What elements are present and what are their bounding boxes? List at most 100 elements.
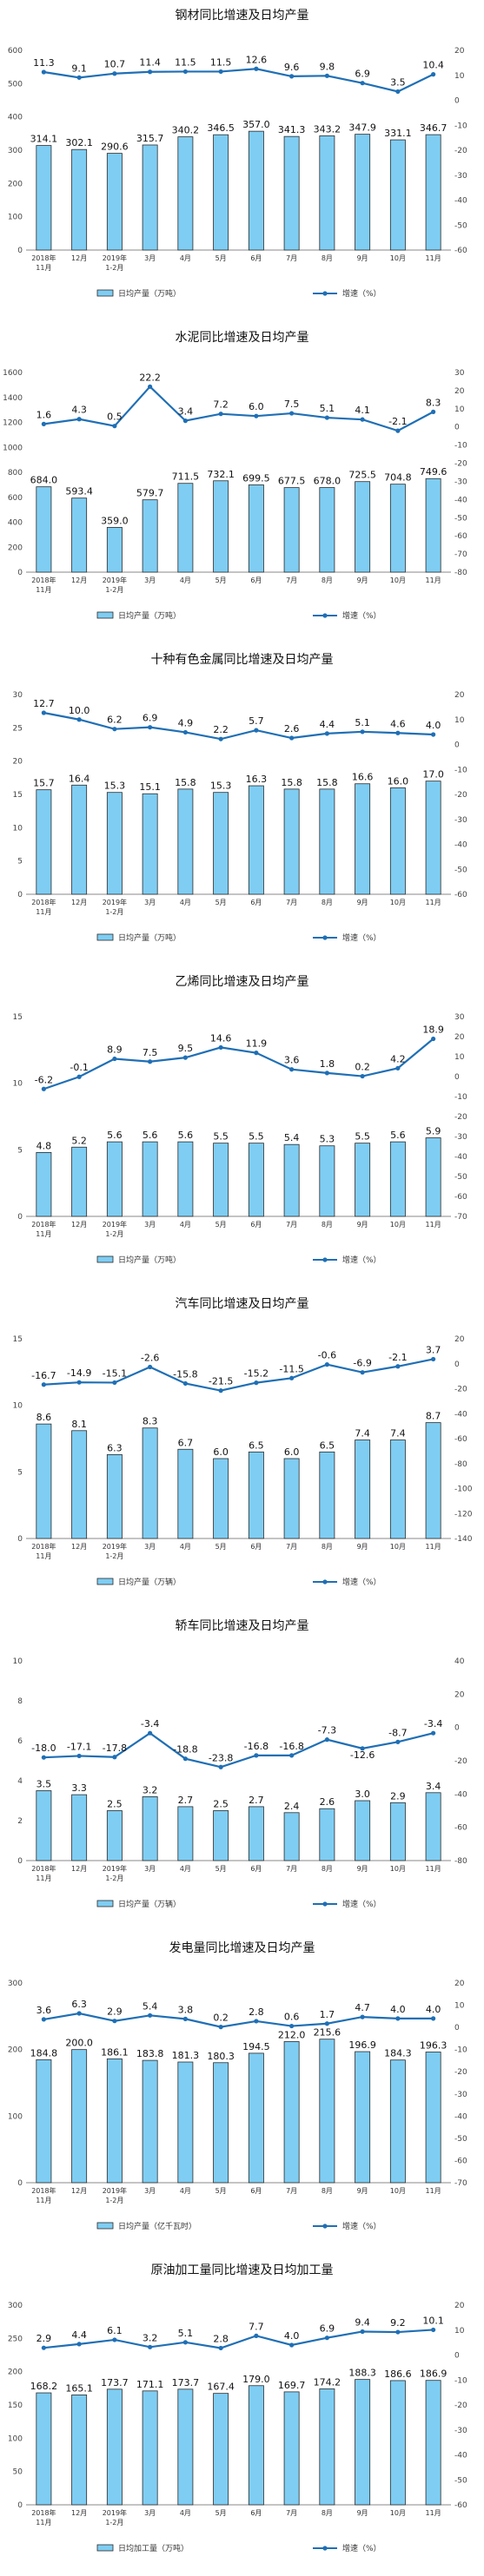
growth-value-label: 7.5	[143, 1047, 158, 1058]
y-left-tick-label: 5	[17, 858, 23, 866]
bar-value-label: 6.0	[284, 1446, 300, 1458]
growth-point	[431, 409, 436, 414]
growth-point	[431, 1356, 436, 1362]
growth-point	[41, 2017, 46, 2022]
bar	[355, 1440, 371, 1539]
growth-value-label: 9.6	[284, 62, 300, 73]
bar	[355, 481, 371, 573]
bar	[248, 130, 264, 251]
y-left-tick-label: 0	[17, 1535, 23, 1544]
bar	[355, 134, 371, 251]
x-tick-label: 3月	[144, 1865, 156, 1873]
chart-title: 汽车同比增速及日均产量	[176, 1296, 309, 1311]
bar-value-label: 343.2	[314, 123, 341, 135]
growth-value-label: -15.2	[244, 1368, 269, 1380]
legend-bar-swatch	[96, 1578, 114, 1585]
y-right-tick-label: 0	[454, 741, 460, 750]
x-tick-label: 12月	[71, 1543, 87, 1551]
bar-value-label: 15.8	[175, 777, 196, 788]
bar	[36, 145, 52, 251]
y-right-tick-label: -80	[454, 1460, 467, 1469]
y-right-tick-label: 20	[454, 47, 465, 56]
x-tick-label: 3月	[144, 2509, 156, 2517]
growth-point	[218, 736, 223, 741]
x-tick-label: 7月	[286, 2509, 297, 2517]
y-right-tick-label: -30	[454, 2427, 467, 2435]
bar	[425, 1137, 441, 1217]
growth-value-label: 0.2	[355, 1062, 370, 1073]
chart-svg: 乙烯同比增速及日均产量 0 5 10 15 -70 -60 -50 -40 -30 -20 -10 0 1…	[13, 975, 467, 1265]
bar	[142, 793, 158, 895]
growth-value-label: 8.3	[426, 397, 441, 408]
legend-bar-swatch	[96, 1255, 114, 1263]
x-tick-label: 1-2月	[105, 1552, 123, 1560]
growth-point	[148, 384, 153, 389]
bar-value-label: 2.7	[178, 1795, 194, 1806]
growth-line	[43, 385, 434, 432]
x-tick-label: 9月	[357, 1543, 368, 1551]
y-left-tick-label: 20	[13, 758, 23, 767]
bar-value-label: 732.1	[207, 469, 235, 480]
x-tick-label: 6月	[250, 254, 262, 262]
growth-value-label: -2.1	[388, 1352, 407, 1363]
y-right-tick-label: 40	[454, 1657, 465, 1666]
growth-value-label: 12.7	[33, 698, 55, 709]
y-right-tick-label: 0	[454, 1360, 460, 1369]
bar	[389, 1802, 406, 1861]
x-tick-label: 8月	[322, 1865, 333, 1873]
growth-value-label: 10.1	[422, 2315, 444, 2326]
x-tick-label: 9月	[357, 2187, 368, 2195]
x-tick-label: 2018年	[31, 1542, 56, 1551]
bar-value-label: 3.3	[71, 1782, 87, 1794]
chart-svg: 原油加工量同比增速及日均加工量050100150200250300-60-50-…	[8, 2263, 467, 2553]
x-tick-label: 6月	[250, 2187, 262, 2195]
bar	[248, 1143, 264, 1217]
growth-point	[324, 1071, 329, 1076]
y-right-tick-label: -70	[454, 1213, 467, 1222]
growth-line	[43, 1731, 434, 1769]
bar-value-label: 6.7	[178, 1437, 194, 1448]
legend-line-marker	[322, 935, 328, 940]
growth-value-label: 6.2	[107, 715, 123, 726]
bar	[213, 1810, 229, 1861]
bar-value-label: 184.3	[384, 2048, 412, 2059]
bar	[283, 2391, 300, 2506]
growth-value-label: 11.4	[139, 57, 161, 69]
bar-value-label: 5.3	[320, 1134, 335, 1145]
y-left-tick-label: 0	[17, 1857, 23, 1866]
legend-line-label: 增速（%）	[342, 932, 381, 943]
y-left-tick-label: 300	[8, 1980, 23, 1988]
x-tick-label: 7月	[286, 576, 297, 584]
x-tick-label: 4月	[180, 576, 191, 584]
growth-point	[431, 1036, 436, 1042]
bar-value-label: 15.8	[281, 777, 302, 788]
growth-point	[431, 2016, 436, 2021]
growth-point	[254, 2333, 259, 2338]
bar	[71, 148, 88, 251]
y-right-tick-label: -50	[454, 514, 467, 523]
growth-value-label: 9.2	[390, 2317, 406, 2329]
bar-value-label: 3.2	[143, 1784, 158, 1795]
growth-point	[76, 2342, 82, 2347]
y-left-tick-label: 0	[17, 2179, 23, 2188]
growth-point	[41, 710, 46, 715]
y-left-tick-label: 200	[8, 180, 23, 188]
x-tick-label: 2019年	[103, 254, 127, 262]
x-tick-label: 5月	[215, 899, 227, 906]
bar	[106, 2058, 123, 2184]
bar	[248, 785, 264, 895]
growth-point	[289, 411, 295, 416]
growth-point	[431, 2327, 436, 2333]
bar-value-label: 725.5	[348, 470, 376, 481]
bar	[142, 144, 158, 251]
legend-line-marker	[322, 2546, 328, 2551]
bar	[142, 2059, 158, 2184]
growth-point	[289, 2023, 295, 2029]
growth-point	[218, 2345, 223, 2351]
x-tick-label: 6月	[250, 576, 262, 584]
y-left-tick-label: 1400	[3, 394, 23, 403]
y-left-tick-label: 100	[8, 2434, 23, 2443]
chart-svg: 汽车同比增速及日均产量 0 5 10 15 -140 -120 -100 -80 -60 -40 -2…	[13, 1296, 473, 1587]
chart-steel: 钢材同比增速及日均产量 0 100 200 300 400 500 600 -60 -50 -40-…	[0, 0, 484, 322]
